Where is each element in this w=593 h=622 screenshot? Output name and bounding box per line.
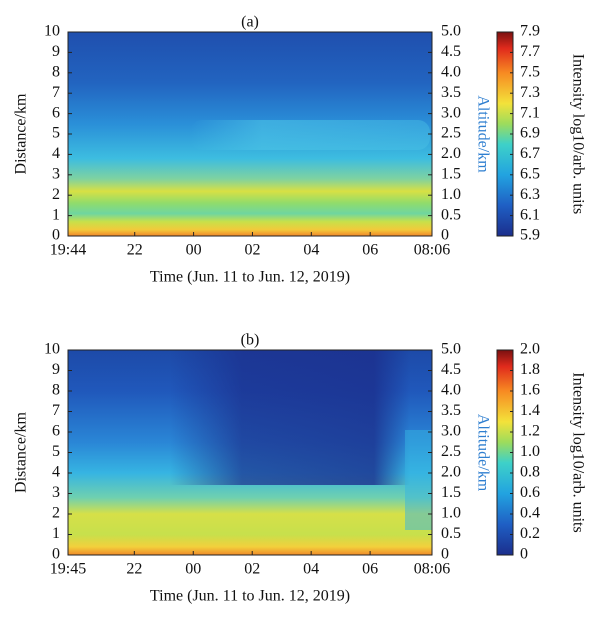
- colorbar-tick-label: 0.8: [520, 464, 540, 481]
- y-tick-label: 7: [52, 402, 60, 419]
- y2-tick-label: 5.0: [441, 341, 461, 358]
- y2-tick-label: 0.5: [441, 525, 461, 542]
- y2-tick-label: 4.0: [441, 63, 461, 80]
- x-tick-label: 22: [127, 242, 143, 259]
- y2-tick-label: 1.0: [441, 505, 461, 522]
- colorbar-tick-label: 0.2: [520, 525, 540, 542]
- y-axis-label: Distance/km: [13, 93, 30, 174]
- y-tick-label: 9: [52, 43, 60, 60]
- colorbar-tick-label: 5.9: [520, 227, 540, 244]
- y-tick-label: 2: [52, 186, 60, 203]
- x-tick-label: 06: [362, 242, 378, 259]
- y2-tick-label: 1.5: [441, 484, 461, 501]
- x-axis-label: Time (Jun. 11 to Jun. 12, 2019): [150, 269, 350, 286]
- y2-tick-label: 2.0: [441, 464, 461, 481]
- heatmap-b: [68, 350, 432, 555]
- y-tick-label: 8: [52, 63, 60, 80]
- colorbar-tick-label: 6.9: [520, 125, 540, 142]
- y2-axis-label: Altitude/km: [474, 95, 491, 173]
- colorbar-tick-label: 7.5: [520, 63, 540, 80]
- y-tick-label: 10: [44, 341, 60, 358]
- colorbar-tick-label: 0.4: [520, 505, 540, 522]
- y-tick-label: 4: [52, 145, 60, 162]
- y-tick-label: 3: [52, 484, 60, 501]
- colorbar-tick-label: 7.3: [520, 84, 540, 101]
- chart-title: (a): [241, 14, 259, 31]
- x-tick-label: 02: [244, 242, 260, 259]
- colorbar-tick-label: 6.1: [520, 206, 540, 223]
- heatmap-image: [405, 430, 432, 530]
- heatmap-image: [170, 350, 410, 485]
- y-tick-label: 8: [52, 382, 60, 399]
- y-tick-label: 0: [52, 227, 60, 244]
- x-tick-label: 06: [362, 561, 378, 578]
- colorbar-tick-label: 7.1: [520, 104, 540, 121]
- colorbar-tick-label: 6.7: [520, 145, 540, 162]
- colorbar-label: Intensity log10/arb. units: [569, 372, 586, 532]
- y2-tick-label: 5.0: [441, 23, 461, 40]
- colorbar-tick-label: 6.5: [520, 165, 540, 182]
- y2-tick-label: 2.0: [441, 145, 461, 162]
- y-tick-label: 10: [44, 23, 60, 40]
- colorbar-tick-label: 7.9: [520, 23, 540, 40]
- y2-tick-label: 0: [441, 546, 449, 563]
- y2-tick-label: 2.5: [441, 443, 461, 460]
- colorbar-tick-label: 6.3: [520, 186, 540, 203]
- colorbar-tick-label: 1.6: [520, 382, 540, 399]
- x-tick-label: 02: [244, 561, 260, 578]
- colorbar-tick-label: 1.2: [520, 423, 540, 440]
- y2-tick-label: 0.5: [441, 206, 461, 223]
- x-tick-label: 00: [186, 242, 202, 259]
- y2-tick-label: 2.5: [441, 125, 461, 142]
- y-tick-label: 1: [52, 206, 60, 223]
- x-tick-label: 08:06: [414, 242, 450, 259]
- colorbar-tick-label: 1.0: [520, 443, 540, 460]
- y-tick-label: 5: [52, 125, 60, 142]
- colorbar-tick-label: 0.6: [520, 484, 540, 501]
- y2-tick-label: 3.0: [441, 104, 461, 121]
- colorbar-tick-label: 1.8: [520, 361, 540, 378]
- x-tick-label: 22: [126, 561, 142, 578]
- y-axis-label: Distance/km: [13, 412, 30, 493]
- x-tick-label: 19:44: [50, 242, 86, 259]
- y-tick-label: 1: [52, 525, 60, 542]
- y-tick-label: 0: [52, 546, 60, 563]
- heatmap-a: [68, 32, 432, 236]
- y2-tick-label: 4.5: [441, 361, 461, 378]
- y2-tick-label: 0: [441, 227, 449, 244]
- y2-tick-label: 4.5: [441, 43, 461, 60]
- y-tick-label: 2: [52, 505, 60, 522]
- y-tick-label: 3: [52, 165, 60, 182]
- x-tick-label: 04: [303, 242, 319, 259]
- y2-tick-label: 3.5: [441, 402, 461, 419]
- colorbar-tick-label: 0: [520, 546, 528, 563]
- colorbar-tick-label: 7.7: [520, 43, 540, 60]
- y-tick-label: 6: [52, 423, 60, 440]
- colorbar-tick-label: 1.4: [520, 402, 540, 419]
- y-tick-label: 9: [52, 361, 60, 378]
- colorbar-label: Intensity log10/arb. units: [569, 54, 586, 214]
- chart-title: (b): [241, 332, 260, 349]
- y2-tick-label: 3.5: [441, 84, 461, 101]
- colorbar-tick-label: 2.0: [520, 341, 540, 358]
- x-axis-label: Time (Jun. 11 to Jun. 12, 2019): [150, 588, 350, 605]
- heatmap-image: [190, 120, 430, 150]
- y2-tick-label: 3.0: [441, 423, 461, 440]
- x-tick-label: 08:06: [414, 561, 450, 578]
- y2-axis-label: Altitude/km: [474, 414, 491, 492]
- y-tick-label: 7: [52, 84, 60, 101]
- y-tick-label: 5: [52, 443, 60, 460]
- y-tick-label: 6: [52, 104, 60, 121]
- x-tick-label: 19:45: [50, 561, 86, 578]
- x-tick-label: 00: [185, 561, 201, 578]
- y2-tick-label: 1.5: [441, 165, 461, 182]
- y-tick-label: 4: [52, 464, 60, 481]
- y2-tick-label: 1.0: [441, 186, 461, 203]
- x-tick-label: 04: [303, 561, 319, 578]
- y2-tick-label: 4.0: [441, 382, 461, 399]
